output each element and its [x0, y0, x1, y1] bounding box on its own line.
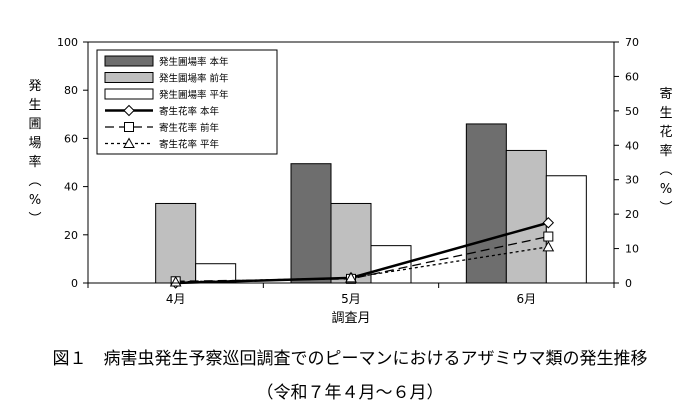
bar-current [465, 123, 507, 284]
right-axis-title: 寄生花率︵% ︶ [659, 86, 672, 216]
legend-box [96, 49, 278, 155]
legend-label: 寄生花率 本年 [159, 106, 220, 118]
legend-marker-square [124, 122, 134, 132]
bar-previous [505, 149, 547, 284]
left-axis-tick-label: 60 [64, 132, 78, 145]
bar-normal [545, 175, 587, 284]
bar-previous [330, 202, 372, 284]
combo-bar-line-chart: 0 20 40 60 80 100 0 10 20 30 40 50 60 70 4月 5月 6月 発生圃場率 … [28, 36, 672, 326]
figure-caption-line2: （令和７年４月～６月） [256, 383, 444, 403]
right-axis-tick-label: 70 [625, 36, 639, 49]
x-axis-title: 調査月 [331, 311, 370, 326]
right-axis-tick-label: 30 [625, 174, 639, 187]
bar-normal [370, 245, 412, 284]
legend-label: 発生圃場率 平年 [159, 89, 229, 101]
legend-label: 発生圃場率 前年 [159, 73, 229, 85]
right-axis-tick-label: 0 [625, 277, 632, 290]
left-axis-tick-label: 0 [71, 277, 78, 290]
figure-caption-line1: 図１ 病害虫発生予察巡回調査でのピーマンにおけるアザミウマ類の発生推移 [52, 349, 648, 369]
left-axis-title: 発生圃場率︵% ︶ [28, 79, 41, 227]
x-axis-category-label: 6月 [517, 292, 537, 306]
line-marker-triangle [345, 271, 357, 283]
right-axis-tick-label: 20 [625, 208, 639, 221]
legend-swatch-bar [104, 72, 154, 83]
left-axis-tick-label: 100 [57, 36, 78, 49]
right-axis-tick-label: 50 [625, 105, 639, 118]
legend-label: 発生圃場率 本年 [159, 56, 229, 68]
x-axis-category-label: 4月 [166, 292, 186, 306]
left-axis-tick-label: 20 [64, 229, 78, 242]
line-marker-diamond [542, 217, 555, 229]
line-marker-square [543, 231, 554, 242]
line-marker-triangle [169, 275, 182, 287]
bar-current [290, 163, 332, 284]
legend-swatch-bar [104, 55, 154, 67]
legend-label: 寄生花率 前年 [159, 122, 220, 134]
left-axis-tick-label: 80 [64, 84, 78, 97]
plot-frame [87, 41, 615, 284]
bar-previous [155, 202, 197, 284]
right-axis-tick-label: 10 [625, 243, 639, 256]
right-axis-tick-label: 60 [625, 70, 639, 83]
left-axis-tick-label: 40 [64, 181, 78, 194]
legend-marker-triangle [123, 137, 135, 148]
x-axis-category-label: 5月 [341, 292, 361, 306]
right-axis-tick-label: 40 [625, 139, 639, 152]
legend-label: 寄生花率 平年 [159, 139, 220, 151]
line-marker-triangle [542, 240, 555, 252]
legend-swatch-bar [104, 88, 154, 100]
legend-marker-diamond [123, 104, 135, 117]
